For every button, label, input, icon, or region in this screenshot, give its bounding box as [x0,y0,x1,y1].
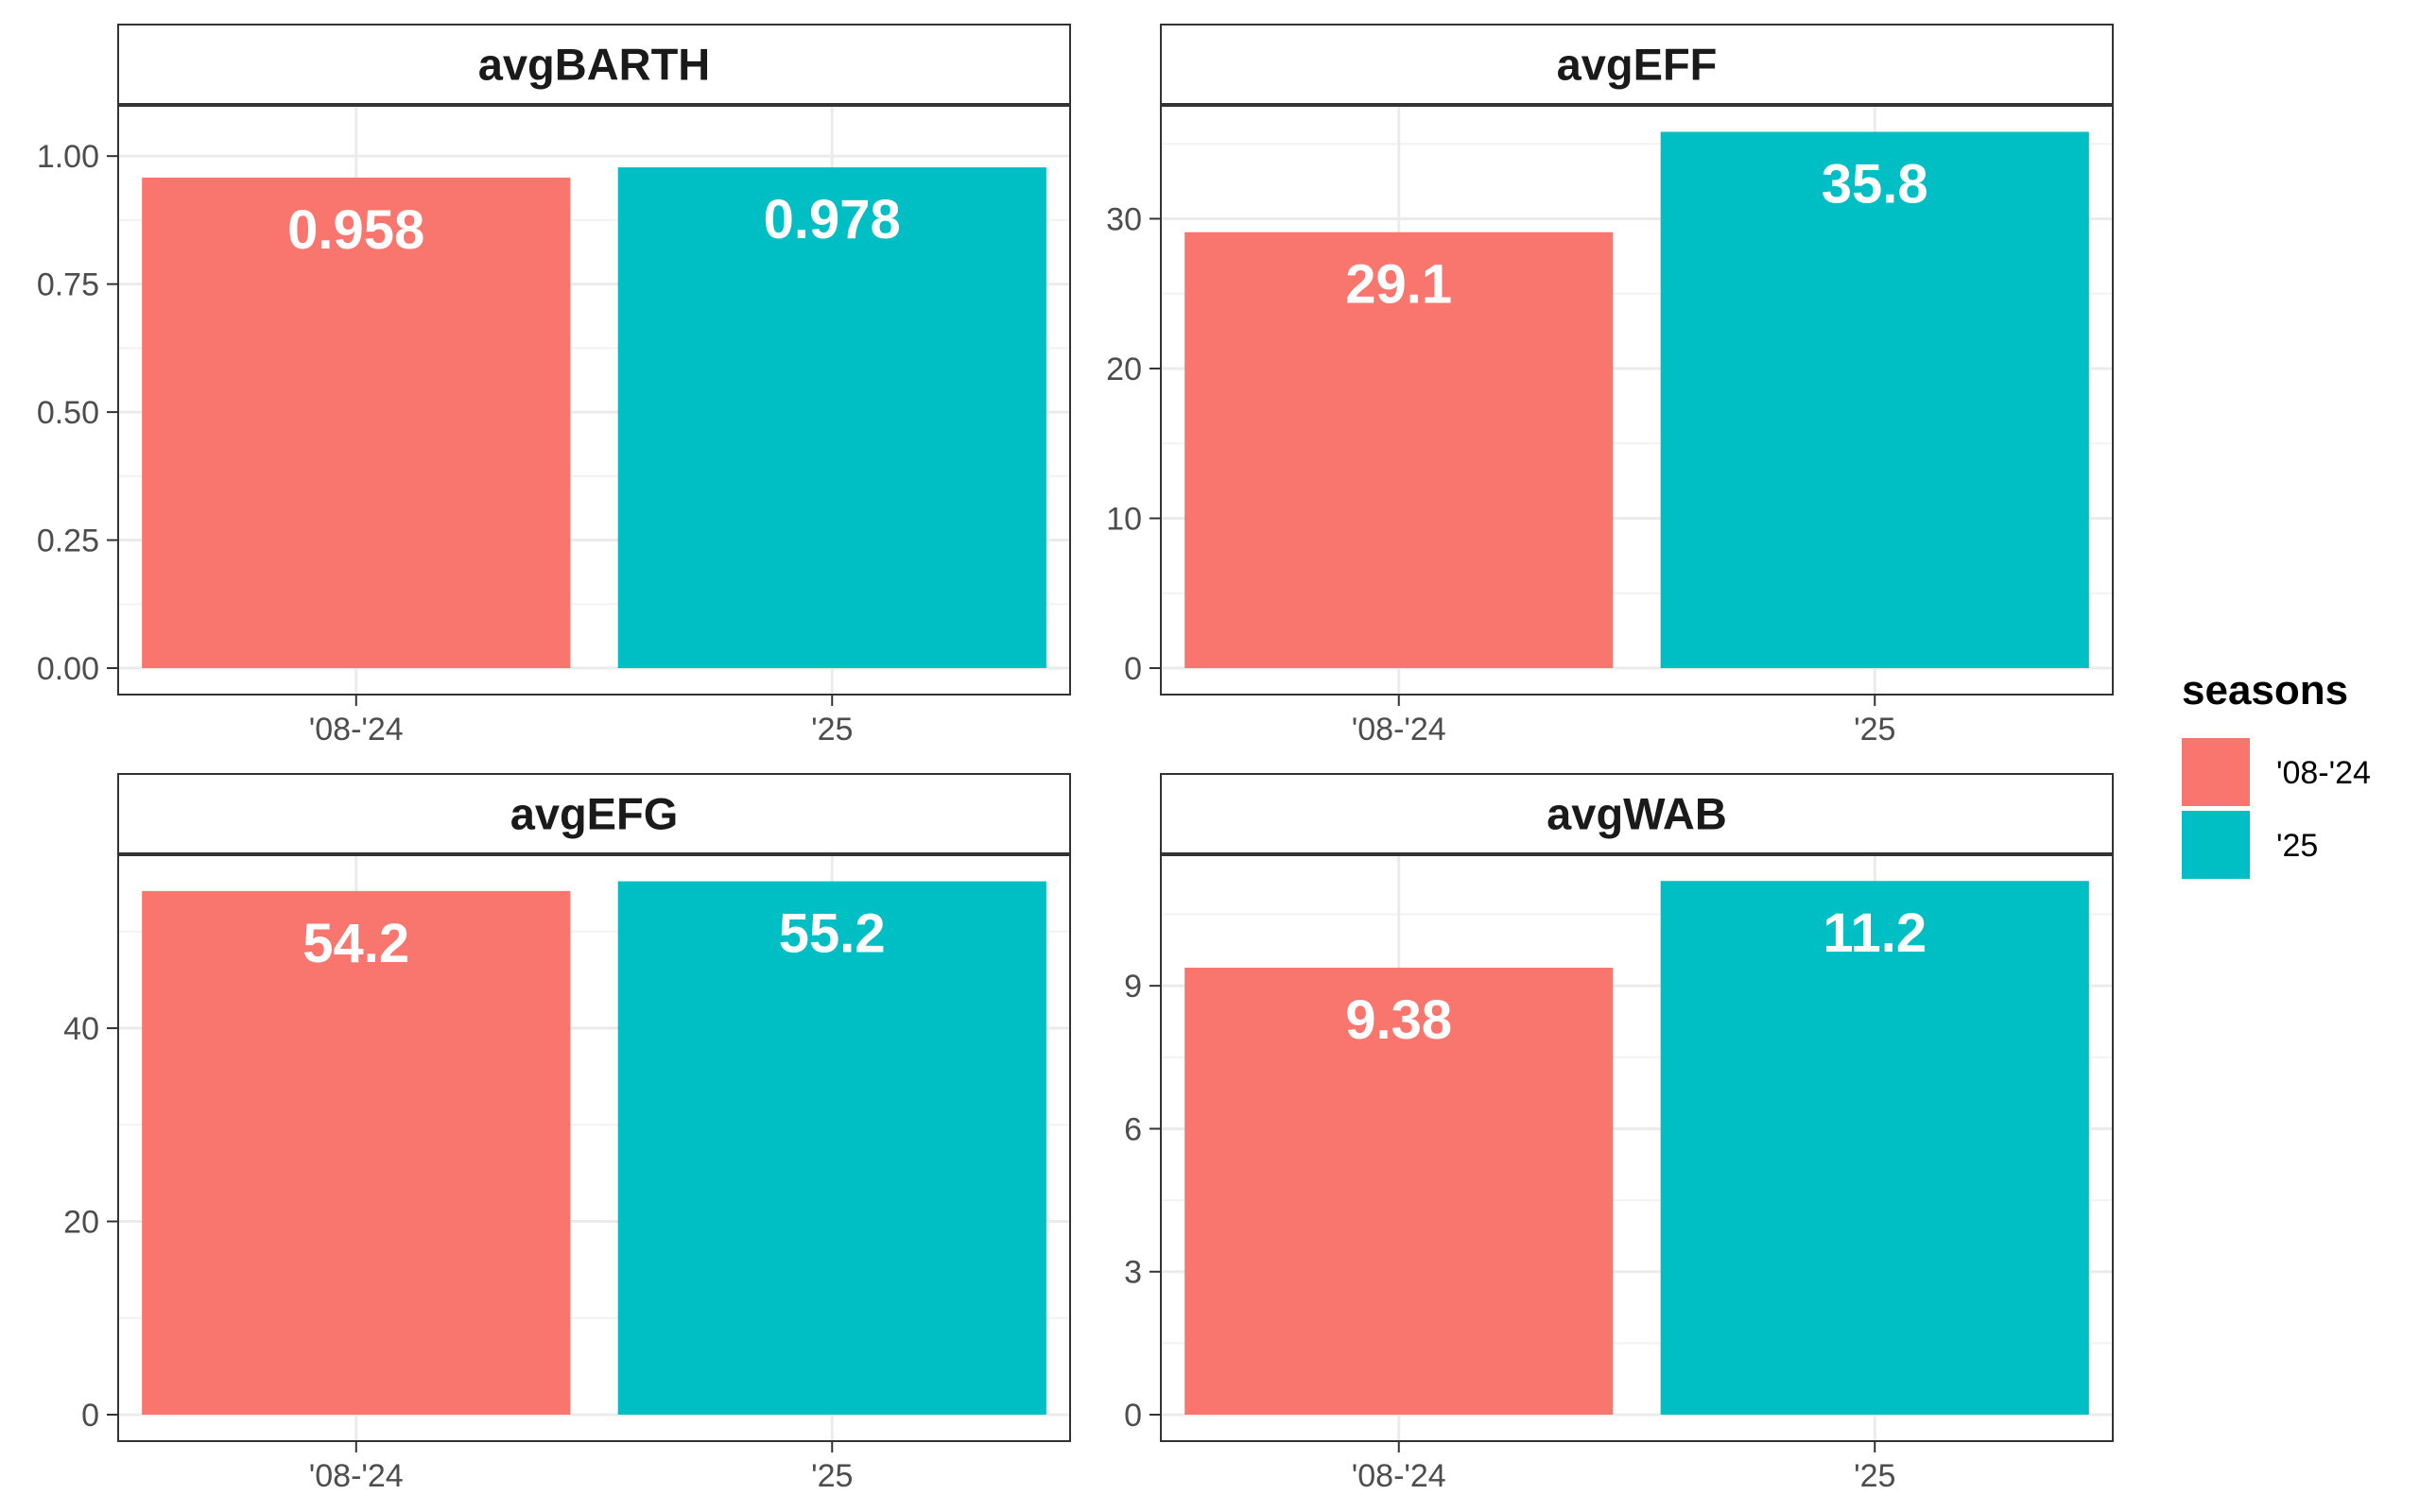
bar-'25 [1660,131,2089,668]
legend: seasons '08-'24 '25 [2182,667,2371,879]
y-tick-label: 20 [1106,352,1142,387]
bar-value-label: 35.8 [1822,154,1928,215]
facet-title: avgEFG [510,789,679,839]
y-tick-label: 30 [1106,201,1142,237]
y-tick-label: 40 [63,1011,99,1047]
x-tick-label: '08-'24 [1352,712,1446,747]
y-tick-label: 0 [1124,1398,1142,1434]
bar-'08-'24 [1184,968,1614,1415]
y-tick-label: 0.50 [37,395,99,431]
y-tick-label: 0.00 [37,651,99,687]
y-tick-label: 6 [1124,1111,1142,1147]
bar-value-label: 0.978 [764,189,901,250]
x-tick-label: '25 [811,1458,853,1494]
bar-'25 [617,167,1046,669]
y-tick-label: 0 [81,1398,99,1434]
y-tick-label: 20 [63,1205,99,1241]
bar-value-label: 0.958 [287,199,424,261]
bar-'08-'24 [142,890,571,1415]
panel-avgBARTH: 0.958 0.978 avgBARTH 0.00 0.25 0.50 0.75 1.00 '0… [37,24,1071,747]
bar-value-label: 55.2 [779,903,886,965]
y-tick-label: 0.25 [37,524,99,559]
y-tick-label: 9 [1124,969,1142,1005]
facet-title: avgBARTH [478,40,710,90]
y-tick-label: 0.75 [37,267,99,303]
legend-label: '25 [2276,828,2318,864]
x-tick-label: '25 [1854,712,1895,747]
panel-avgEFF: 29.1 35.8 avgEFF 0 10 20 30 '08-'24 '25 [1106,24,2114,747]
bar-'25 [1660,881,2089,1415]
x-tick-label: '08-'24 [309,712,404,747]
facet-title: avgWAB [1547,789,1727,839]
legend-key [2182,738,2250,806]
bar-value-label: 54.2 [302,913,409,974]
facet-strip [117,773,1071,855]
bar-value-label: 29.1 [1345,254,1452,316]
bar-'08-'24 [142,177,571,669]
panel-avgEFG: 54.2 55.2 avgEFG 0 20 40 '08-'24 '25 [63,773,1071,1494]
y-tick-label: 1.00 [37,139,99,175]
facet-strip [1160,773,2114,855]
legend-key [2182,811,2250,879]
x-tick-label: '25 [1854,1458,1895,1494]
bar-'08-'24 [1184,232,1614,668]
bar-value-label: 9.38 [1345,989,1452,1051]
bar-'25 [617,881,1046,1415]
x-tick-label: '25 [811,712,853,747]
legend-title: seasons [2182,667,2348,713]
x-tick-label: '08-'24 [1352,1458,1446,1494]
facet-strip [117,24,1071,106]
y-tick-label: 0 [1124,651,1142,687]
y-tick-label: 10 [1106,501,1142,537]
facet-strip [1160,24,2114,106]
legend-label: '08-'24 [2276,755,2371,791]
bar-value-label: 11.2 [1823,902,1927,964]
panel-avgWAB: 9.38 11.2 avgWAB 0 3 6 9 '08-'24 '25 [1124,773,2114,1494]
y-tick-label: 3 [1124,1255,1142,1291]
x-tick-label: '08-'24 [309,1458,404,1494]
facet-title: avgEFF [1557,40,1718,90]
